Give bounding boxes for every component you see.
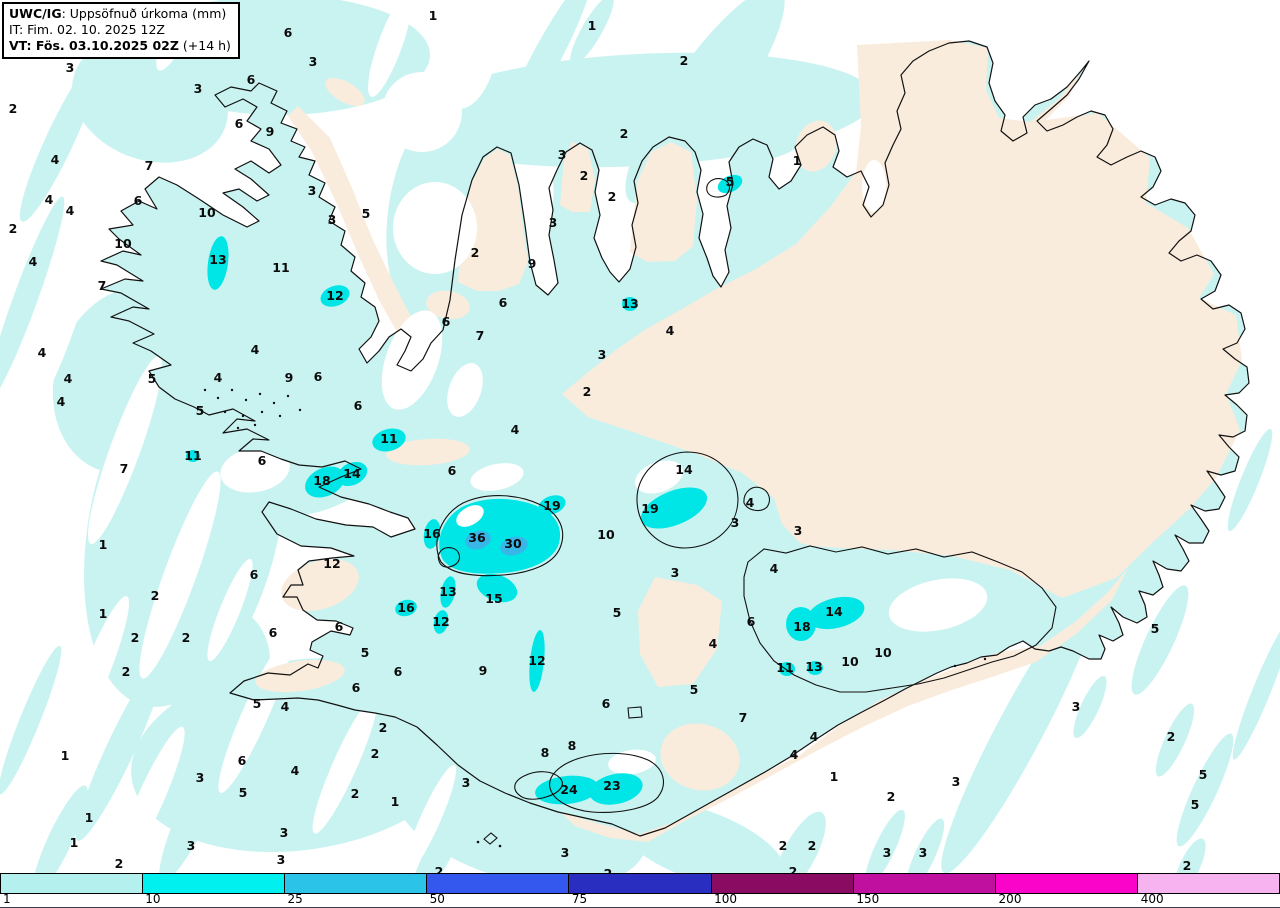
inland-lake-outline bbox=[627, 706, 643, 719]
dry-land-areas bbox=[255, 40, 1242, 842]
myvatn-lake-outline bbox=[706, 178, 731, 198]
precip-bright-patches bbox=[186, 174, 865, 805]
hofsjokull-outline bbox=[636, 451, 739, 549]
islands-dots bbox=[203, 388, 987, 848]
myrdalsjokull-outline bbox=[549, 752, 664, 813]
vestmannaeyjar-outline bbox=[483, 832, 498, 845]
legend-tick-row: 1 10 25 50 75 100 150 200 400 bbox=[0, 892, 1280, 908]
valid-time-line: VT: Fös. 03.10.2025 02Z (+14 h) bbox=[9, 38, 231, 54]
legend-segment bbox=[285, 874, 428, 893]
legend-tick-label: 400 bbox=[1140, 892, 1164, 906]
title-box: UWC/IG: Uppsöfnuð úrkoma (mm) IT: Fim. 0… bbox=[2, 2, 240, 59]
glacier-outlines bbox=[436, 178, 1057, 845]
title-line: UWC/IG: Uppsöfnuð úrkoma (mm) bbox=[9, 6, 231, 22]
legend-segment bbox=[853, 874, 996, 893]
legend-tick-label: 1 bbox=[3, 892, 11, 906]
legend-segment bbox=[1137, 874, 1279, 893]
legend-tick-label: 10 bbox=[145, 892, 161, 906]
legend-segment bbox=[711, 874, 854, 893]
glacier-dry-interiors bbox=[456, 460, 684, 527]
precip-mid-patches bbox=[465, 530, 528, 556]
legend-tick-label: 150 bbox=[856, 892, 880, 906]
legend-tick-label: 200 bbox=[998, 892, 1022, 906]
model-name: UWC/IG bbox=[9, 6, 62, 21]
legend-segment bbox=[143, 874, 286, 893]
color-scale-legend: 1 10 25 50 75 100 150 200 400 bbox=[0, 873, 1280, 908]
thorisjokull-outline bbox=[437, 547, 461, 568]
vatnajokull-outline bbox=[743, 545, 1057, 693]
langjokull-outline bbox=[436, 495, 564, 577]
legend-segment bbox=[1, 874, 144, 893]
coastline bbox=[100, 40, 1250, 837]
tungnafellsjokull-outline bbox=[743, 486, 770, 512]
legend-segment bbox=[995, 874, 1138, 893]
legend-segment bbox=[569, 874, 712, 893]
legend-tick-label: 75 bbox=[571, 892, 588, 906]
valid-time: VT: Fös. 03.10.2025 02Z bbox=[9, 38, 179, 53]
legend-bar bbox=[0, 873, 1280, 894]
init-time-line: IT: Fim. 02. 10. 2025 12Z bbox=[9, 22, 165, 37]
legend-segment bbox=[427, 874, 570, 893]
forecast-step: (+14 h) bbox=[178, 38, 231, 53]
parameter-name: : Uppsöfnuð úrkoma (mm) bbox=[61, 6, 227, 21]
precipitation-map bbox=[0, 0, 1280, 873]
legend-tick-label: 50 bbox=[429, 892, 445, 906]
eyjafjallajokull-outline bbox=[514, 771, 563, 800]
legend-tick-label: 25 bbox=[287, 892, 303, 906]
legend-tick-label: 100 bbox=[714, 892, 738, 906]
